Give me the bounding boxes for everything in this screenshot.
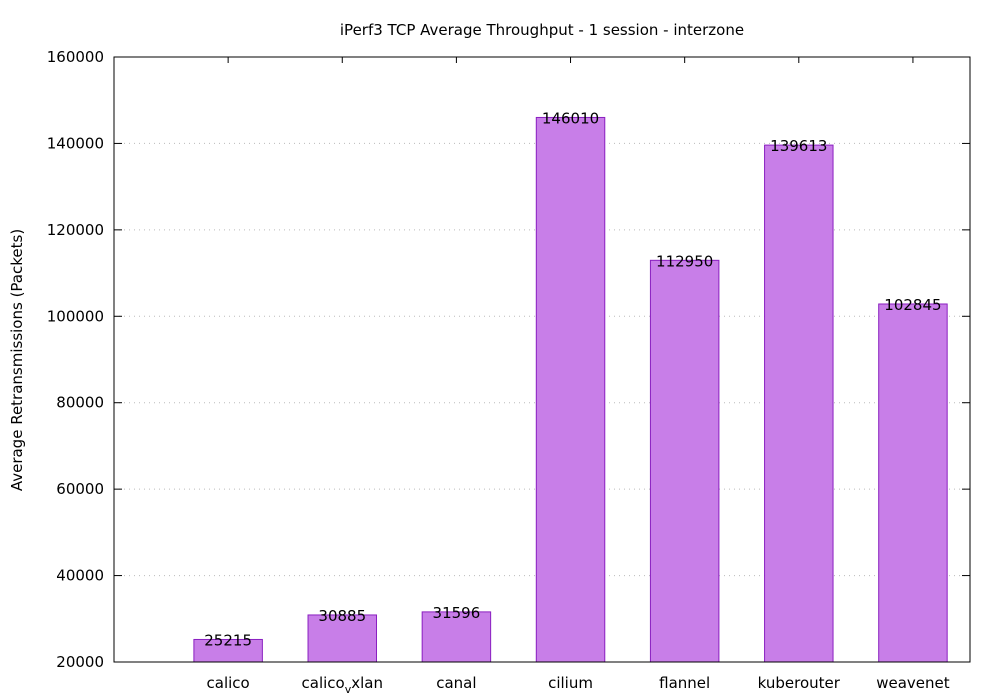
x-tick-label: kuberouter: [758, 674, 841, 692]
y-tick-label: 80000: [56, 394, 104, 412]
x-tick-label: cilium: [548, 674, 593, 692]
data-label: 25215: [204, 631, 252, 649]
y-axis-label: Average Retransmissions (Packets): [8, 229, 26, 491]
y-tick-label: 160000: [47, 48, 104, 66]
x-tick-label: calicovxlan: [302, 674, 383, 696]
x-tick-label: calico: [207, 674, 250, 692]
data-label: 30885: [318, 607, 366, 625]
bar: [649, 259, 720, 663]
y-tick-label: 100000: [47, 307, 104, 325]
bar: [535, 116, 606, 663]
y-tick-label: 40000: [56, 567, 104, 585]
y-tick-label: 140000: [47, 134, 104, 152]
x-tick-label: canal: [436, 674, 476, 692]
data-label: 112950: [656, 252, 713, 270]
x-tick-label: weavenet: [876, 674, 950, 692]
chart-title: iPerf3 TCP Average Throughput - 1 sessio…: [340, 21, 744, 39]
plot-frame: [113, 56, 971, 663]
data-labels: 25215 30885 31596 146010 112950 139613 102845: [204, 109, 941, 649]
bar: [421, 611, 492, 663]
bar: [307, 614, 378, 663]
axis-ticks: 20000 40000 60000 80000 100000 120000 140000 16…: [47, 48, 970, 696]
bar: [764, 144, 834, 663]
x-tick-label: flannel: [659, 674, 710, 692]
data-label: 146010: [542, 109, 599, 127]
bars: [193, 116, 948, 663]
data-label: 102845: [884, 296, 941, 314]
data-label: 31596: [433, 604, 481, 622]
y-tick-label: 60000: [56, 480, 104, 498]
y-tick-label: 20000: [56, 653, 104, 671]
bar: [878, 303, 948, 663]
y-tick-label: 120000: [47, 221, 104, 239]
data-label: 139613: [770, 137, 827, 155]
